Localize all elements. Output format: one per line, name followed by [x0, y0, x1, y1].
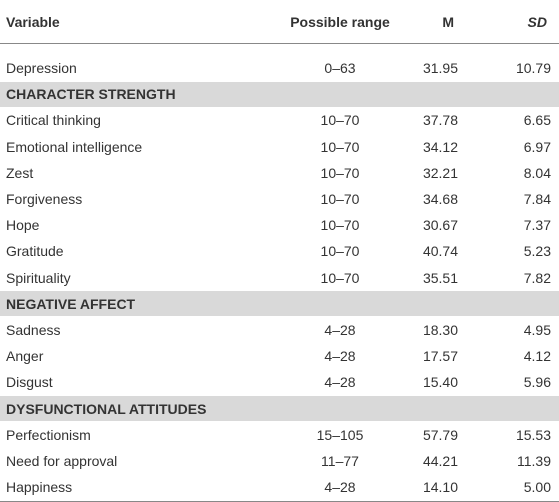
cell-value: 57.79	[422, 426, 458, 443]
cell-value: 15–105	[316, 426, 364, 443]
cell-value: 7.82	[523, 269, 551, 286]
row-label: Forgiveness	[6, 191, 83, 207]
column-header: M	[442, 14, 454, 30]
cell-value: 6.97	[523, 138, 551, 155]
cell-value: 15.40	[422, 374, 458, 391]
cell-value: 44.21	[422, 453, 458, 469]
cell-value: 11–77	[321, 453, 359, 469]
cell-value: 7.84	[523, 191, 551, 207]
row-label: Disgust	[6, 374, 53, 391]
cell-value: 8.04	[523, 164, 551, 181]
section-band	[0, 291, 559, 317]
row-label: Emotional intelligence	[6, 138, 143, 155]
column-header: Possible range	[290, 14, 390, 30]
cell-value: 0–63	[324, 60, 356, 76]
cell-value: 40.74	[422, 243, 458, 260]
row-label: Depression	[6, 60, 77, 76]
cell-value: 5.96	[523, 374, 551, 391]
row-label: Need for approval	[6, 453, 118, 469]
cell-value: 17.57	[422, 348, 458, 365]
cell-value: 34.68	[422, 191, 458, 207]
cell-value: 6.65	[523, 112, 551, 129]
column-header: Variable	[6, 14, 60, 30]
row-label: Zest	[6, 164, 34, 181]
cell-value: 4–28	[324, 479, 356, 496]
cell-value: 10–70	[320, 191, 360, 207]
cell-value: 31.95	[422, 60, 458, 76]
cell-value: 7.37	[523, 217, 551, 234]
cell-value: 4–28	[324, 348, 356, 365]
row-label: Spirituality	[6, 269, 71, 286]
cell-value: 5.00	[523, 479, 551, 496]
cell-value: 5.23	[523, 243, 551, 260]
cell-value: 10–70	[320, 243, 360, 260]
cell-value: 34.12	[422, 138, 458, 155]
cell-value: 4.12	[523, 348, 551, 365]
cell-value: 4–28	[324, 374, 356, 391]
cell-value: 10–70	[320, 164, 360, 181]
cell-value: 4–28	[324, 322, 356, 338]
section-header: NEGATIVE AFFECT	[6, 295, 136, 312]
cell-value: 10–70	[320, 269, 360, 286]
row-label: Critical thinking	[6, 112, 101, 129]
cell-value: 30.67	[422, 217, 458, 234]
cell-value: 10–70	[320, 138, 360, 155]
cell-value: 11.39	[517, 453, 551, 469]
section-band	[0, 396, 559, 422]
section-header: CHARACTER STRENGTH	[6, 86, 176, 103]
section-header: DYSFUNCTIONAL ATTITUDES	[6, 400, 207, 417]
cell-value: 4.95	[523, 322, 551, 338]
cell-value: 14.10	[422, 479, 458, 496]
row-label: Gratitude	[6, 243, 64, 260]
cell-value: 18.30	[422, 322, 458, 338]
cell-value: 10.79	[515, 60, 551, 76]
cell-value: 35.51	[422, 269, 458, 286]
row-label: Sadness	[6, 322, 61, 338]
row-label: Happiness	[6, 479, 73, 496]
cell-value: 10–70	[320, 112, 360, 129]
row-label: Anger	[6, 348, 44, 365]
row-label: Perfectionism	[6, 426, 91, 443]
column-header: SD	[527, 14, 547, 30]
row-label: Hope	[6, 217, 40, 234]
cell-value: 10–70	[320, 217, 360, 234]
header-rule	[0, 43, 559, 44]
cell-value: 37.78	[422, 112, 458, 129]
cell-value: 15.53	[515, 426, 551, 443]
cell-value: 32.21	[422, 164, 458, 181]
section-band	[0, 81, 559, 107]
